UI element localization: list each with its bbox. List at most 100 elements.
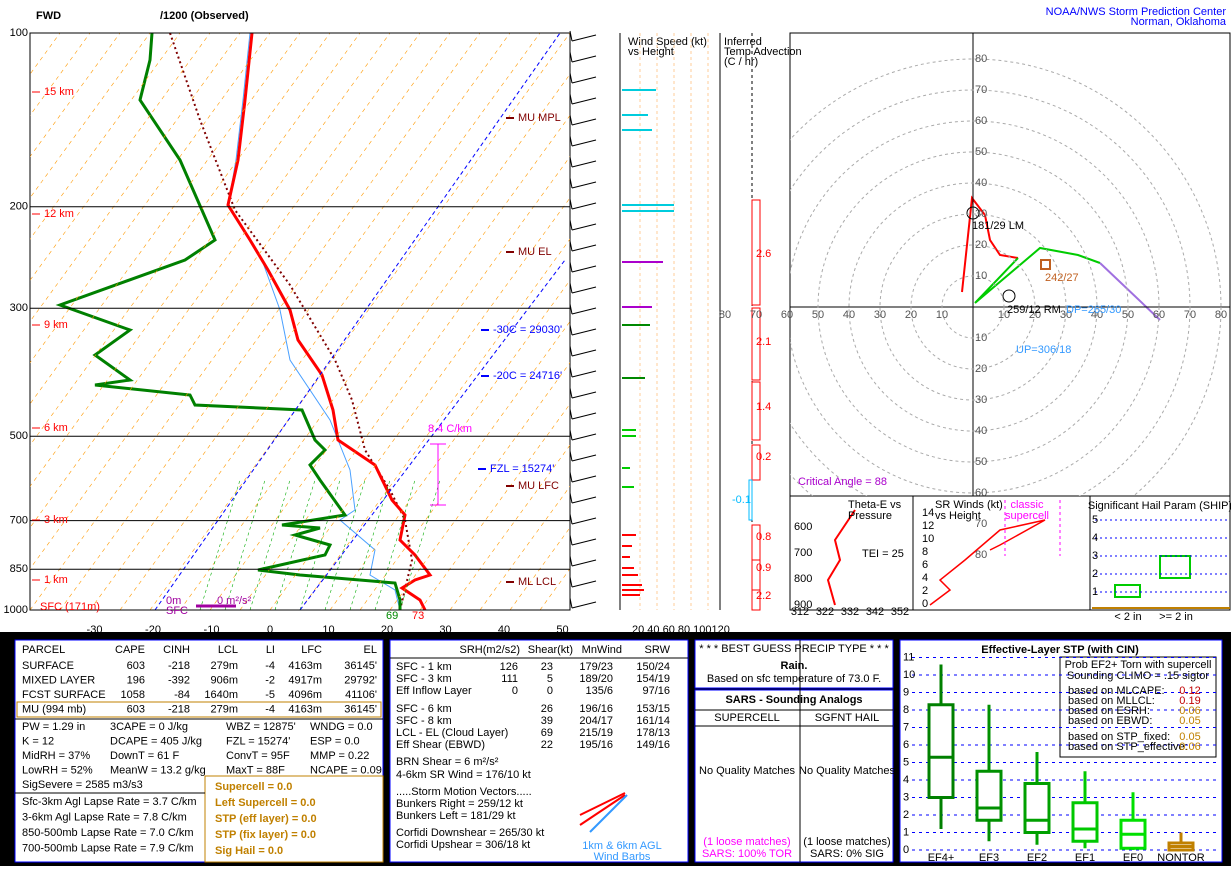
hodo-ring [790, 120, 1160, 494]
stp-tick: 6 [903, 739, 909, 751]
wind-barb [571, 160, 597, 168]
hodo-ring-label: 40 [1091, 309, 1103, 321]
level-label: MU MPL [518, 112, 561, 124]
table-cell: SFC - 8 km [396, 715, 452, 727]
wind-barb [569, 576, 573, 588]
stp-tick: 4 [903, 774, 909, 786]
table-cell: 29792' [344, 674, 377, 686]
temp-label: -10 [204, 624, 220, 636]
table-cell: SFC - 1 km [396, 661, 452, 673]
stp-tick: 0 [903, 844, 909, 856]
hodo-label: UP=306/18 [1016, 344, 1071, 356]
hodo-ring-label: 30 [874, 309, 886, 321]
hodo-3-6km [974, 246, 1101, 304]
hodo-label: 181/29 LM [972, 220, 1024, 232]
stp-tick: 3 [903, 791, 909, 803]
index-text: 3CAPE = 0 J/kg [110, 721, 188, 733]
wind-barb [571, 202, 597, 210]
pressure-label: 500 [10, 430, 28, 442]
pressure-label: 850 [10, 563, 28, 575]
dry-adiabat [30, 33, 211, 281]
hodo-ring-label: 60 [781, 309, 793, 321]
advection-bar [751, 199, 761, 306]
kinematic-text: 4-6km SR Wind = 176/10 kt [396, 769, 531, 781]
hodo-ring-label: 80 [975, 53, 987, 65]
hodo-label: 259/12 RM [1007, 304, 1061, 316]
stp-category: EF0 [1123, 852, 1143, 864]
wind-barb [569, 114, 573, 126]
tick-label: 5 [1092, 514, 1098, 526]
hodo-ring-label: 70 [750, 309, 762, 321]
lapse-rate: Sfc-3km Agl Lapse Rate = 3.7 C/km [22, 796, 197, 808]
parcel-trace [169, 32, 414, 611]
prob-label: based on MLCAPE: [1068, 685, 1165, 697]
tick-label: 2 [1092, 568, 1098, 580]
isotherm [299, 259, 566, 611]
prob-title: Prob EF2+ Torn with supercell [1065, 659, 1212, 671]
hodo-ring-label: 80 [1215, 309, 1227, 321]
tick-label: 4 [1092, 532, 1098, 544]
table-cell: Eff Inflow Layer [396, 685, 472, 697]
height-label: 6 km [44, 422, 68, 434]
dewpoint-trace [55, 32, 402, 610]
dry-adiabat [209, 114, 570, 610]
prob-value: 0.06 [1179, 705, 1200, 717]
panel-title: vs Height [628, 46, 674, 58]
temp-label: -20 [145, 624, 161, 636]
hodo-ring-label: 60 [975, 487, 987, 499]
wind-barb [569, 324, 573, 336]
index-text: WBZ = 12875' [226, 721, 296, 733]
prob-value: 0.06 [1179, 741, 1200, 753]
wind-barb [571, 412, 597, 420]
table-cell: 603 [127, 703, 145, 715]
hodo-right-mover [1002, 289, 1016, 303]
tick-label: 4 [922, 572, 928, 584]
table-cell: 189/20 [579, 673, 613, 685]
wind-barb [569, 450, 573, 462]
tick-label: 12 [922, 520, 934, 532]
wind-barb [571, 538, 597, 546]
table-cell: -2 [265, 674, 275, 686]
wind-barb [569, 72, 573, 84]
table-cell: 215/19 [579, 727, 613, 739]
pressure-label: 1000 [4, 604, 28, 616]
sars-match: No Quality Matches [799, 765, 895, 777]
wind-barb [569, 513, 573, 525]
advection-value: 0.8 [756, 531, 771, 543]
prob-label: based on STP_effective: [1068, 741, 1188, 753]
hodo-ring-label: 50 [975, 456, 987, 468]
dry-adiabat [30, 33, 391, 529]
dry-adiabat [119, 33, 541, 610]
hodo-ring-label: 10 [975, 270, 987, 282]
table-cell: 1058 [121, 689, 145, 701]
table-cell: 36145' [344, 703, 377, 715]
hodo-ring-label: 60 [1153, 309, 1165, 321]
index-text: SigSevere = 2585 m3/s3 [22, 779, 143, 791]
table-cell: 41106' [345, 689, 377, 701]
wind-barb [571, 328, 597, 336]
hodo-ring-label: 80 [719, 309, 731, 321]
hodo-label: DP=265/30 [1066, 304, 1121, 316]
panel-title: SR Winds (kt) [935, 499, 1003, 511]
wind-barb [571, 349, 597, 357]
precip-panel [694, 639, 894, 689]
wind-barb [571, 265, 597, 273]
index-text: MaxT = 88F [226, 764, 285, 776]
table-cell: 5 [547, 673, 553, 685]
hodo-ring-label: 40 [975, 177, 987, 189]
height-label: 1 km [44, 574, 68, 586]
advection-value: 2.2 [756, 590, 771, 602]
index-text: DownT = 61 F [110, 750, 179, 762]
wind-barb [569, 471, 573, 483]
wind-barb [571, 139, 597, 147]
prob-value: 0.19 [1179, 695, 1200, 707]
ship-category: < 2 in [1114, 611, 1141, 623]
stp-tick: 2 [903, 809, 909, 821]
table-cell: 149/16 [636, 739, 670, 751]
prob-value: 0.05 [1179, 731, 1200, 743]
table-header: Shear(kt) [528, 644, 573, 656]
table-cell: 4096m [288, 689, 322, 701]
station: FWD [36, 10, 61, 22]
table-cell: -5 [265, 689, 275, 701]
credit: NOAA/NWS Storm Prediction Center [1046, 6, 1227, 18]
